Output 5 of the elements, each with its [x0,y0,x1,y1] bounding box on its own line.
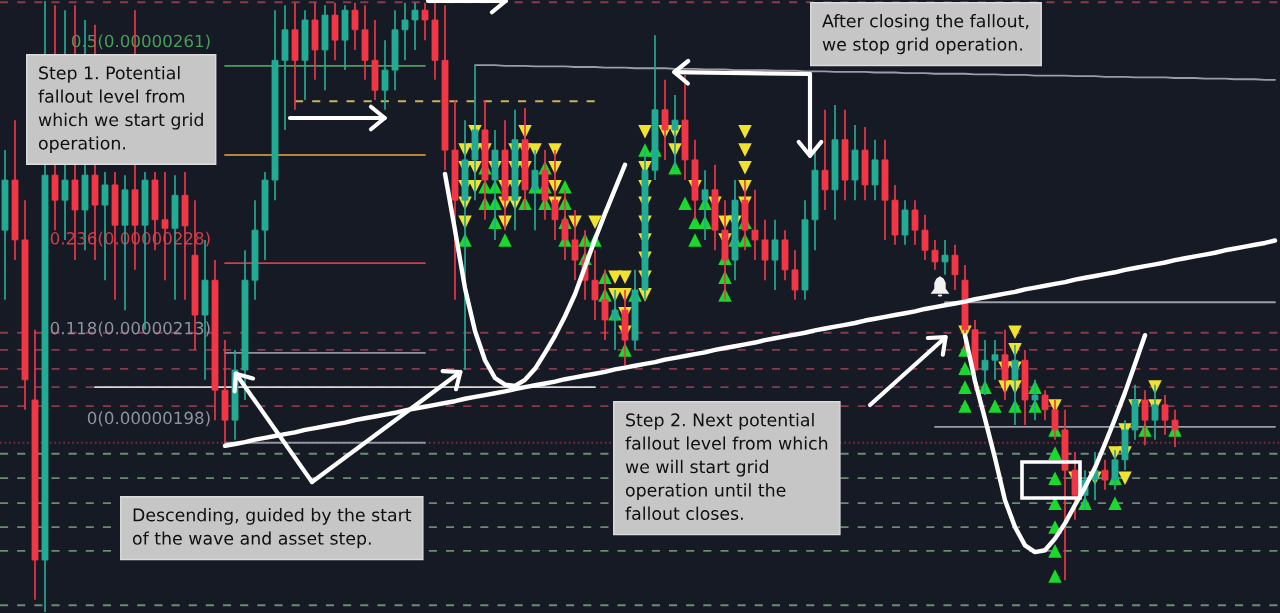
annotation: After closing the fallout, we stop grid operation. [822,14,1029,55]
series-label: 0(0.00000198) [87,411,210,427]
annotation: Step 2. Next potential fallout level from which we will start grid operation until the fallout closes. [625,413,828,521]
annotation: Step 1. Potential fallout level from which we start grid operation. [38,66,203,153]
annotation: Descending, guided by the start of the wave and asset step. [132,508,412,549]
